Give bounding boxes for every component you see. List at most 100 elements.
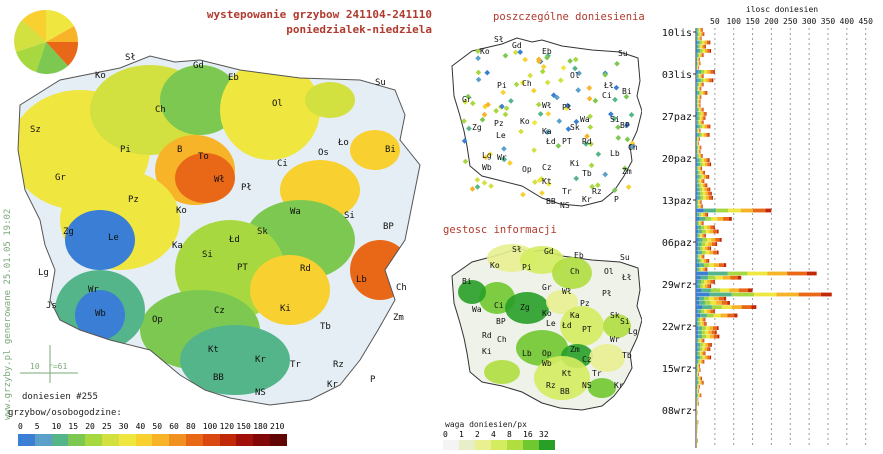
bar-segment bbox=[702, 154, 703, 158]
bar-segment bbox=[699, 86, 700, 91]
bar-segment bbox=[696, 95, 698, 99]
bar-segment bbox=[699, 347, 703, 351]
bar-segment bbox=[696, 166, 698, 171]
y-tick-label: 20paz bbox=[662, 154, 692, 165]
bar-segment bbox=[698, 233, 701, 238]
main-map-city-label: Ol bbox=[272, 99, 283, 109]
bar-segment bbox=[697, 78, 701, 83]
bar-segment bbox=[696, 57, 698, 62]
bar-segment bbox=[705, 112, 707, 116]
x-tick-label: 300 bbox=[802, 17, 817, 26]
bar-segment bbox=[709, 40, 711, 45]
bar-segment bbox=[696, 225, 698, 230]
bar-segment bbox=[696, 271, 709, 276]
bar-segment bbox=[706, 91, 708, 95]
bar-segment bbox=[700, 233, 702, 238]
y-tick-label: 03lis bbox=[662, 70, 692, 81]
y-tick-label: 27paz bbox=[662, 112, 692, 123]
density-legend-value: 8 bbox=[507, 430, 512, 439]
reports-map-city-label: Pi bbox=[497, 81, 507, 90]
report-dot bbox=[625, 184, 632, 190]
bar-segment bbox=[709, 246, 712, 251]
bar-segment bbox=[697, 162, 700, 167]
bar-segment bbox=[741, 305, 752, 309]
density-map-city-label: Su bbox=[620, 253, 630, 262]
bar-segment bbox=[715, 275, 723, 280]
main-map-city-label: Pz bbox=[128, 195, 139, 205]
main-map-city-label: Ka bbox=[172, 241, 183, 251]
bar-segment bbox=[697, 61, 698, 66]
bar-segment bbox=[697, 343, 701, 347]
bar-segment bbox=[698, 393, 700, 398]
reports-map-city-label: BP bbox=[620, 121, 630, 130]
bar-segment bbox=[701, 351, 704, 356]
bar-segment bbox=[698, 364, 700, 368]
density-map-city-label: Łł bbox=[621, 273, 632, 282]
bar-segment bbox=[699, 82, 701, 87]
bar-segment bbox=[698, 179, 700, 183]
bar-segment bbox=[696, 212, 698, 217]
report-dot bbox=[527, 72, 533, 79]
density-map-city-label: Wr bbox=[610, 335, 620, 344]
bar-segment bbox=[697, 61, 699, 66]
bar-segment bbox=[704, 49, 708, 53]
bar-segment bbox=[701, 133, 705, 137]
bar-segment bbox=[696, 246, 698, 251]
legend-swatch bbox=[152, 434, 170, 446]
bar-segment bbox=[703, 322, 706, 326]
page-title: wystepowanie grzybow 241104-241110 bbox=[206, 8, 432, 21]
density-legend-swatch bbox=[459, 440, 475, 450]
bar-segment bbox=[701, 107, 703, 112]
bar-segment bbox=[710, 280, 714, 284]
bar-segment bbox=[706, 124, 710, 129]
bar-segment bbox=[727, 301, 730, 305]
density-map-title: gestosc informacji bbox=[443, 224, 557, 236]
main-map-city-label: Kr bbox=[255, 355, 266, 365]
bar-segment bbox=[696, 238, 699, 242]
bar-segment bbox=[705, 322, 707, 326]
bar-segment bbox=[696, 82, 698, 87]
bar-segment bbox=[698, 364, 699, 368]
bar-segment bbox=[706, 78, 710, 83]
y-tick-label: 08wrz bbox=[662, 406, 692, 417]
bar-segment bbox=[701, 229, 706, 234]
bar-segment bbox=[707, 212, 709, 217]
bar-segment bbox=[702, 187, 705, 192]
main-map-city-label: Ki bbox=[280, 304, 291, 314]
bar-segment bbox=[701, 233, 704, 238]
bar-segment bbox=[702, 355, 705, 360]
bar-segment bbox=[696, 166, 697, 171]
bar-segment bbox=[703, 116, 705, 120]
main-map-city-label: Gr bbox=[55, 173, 66, 183]
bar-segment bbox=[698, 385, 699, 389]
legend-value: 210 bbox=[270, 422, 285, 431]
bar-segment bbox=[737, 275, 742, 280]
bar-segment bbox=[701, 175, 704, 179]
x-tick-label: 100 bbox=[726, 17, 741, 26]
bar-segment bbox=[696, 32, 697, 36]
bar-segment bbox=[704, 170, 706, 175]
bar-segment bbox=[696, 99, 698, 104]
bar-segment bbox=[696, 254, 697, 259]
bar-segment bbox=[696, 200, 697, 204]
main-map-city-label: Os bbox=[318, 148, 329, 158]
bar-segment bbox=[700, 53, 702, 57]
bar-segment bbox=[707, 355, 710, 360]
bar-segment bbox=[704, 347, 707, 351]
bar-segment bbox=[713, 313, 721, 318]
bar-segment bbox=[704, 133, 707, 137]
bar-segment bbox=[698, 368, 700, 372]
bar-segment bbox=[696, 259, 698, 263]
bar-segment bbox=[717, 217, 724, 221]
reports-map-city-label: Zg bbox=[472, 123, 482, 132]
reports-map-city-label: Op bbox=[522, 165, 532, 174]
bar-segment bbox=[713, 70, 715, 74]
bar-segment bbox=[698, 145, 700, 150]
bar-segment bbox=[700, 183, 703, 188]
bar-segment bbox=[699, 158, 702, 162]
bar-segment bbox=[701, 330, 705, 335]
bar-segment bbox=[701, 317, 704, 322]
density-map-city-label: Pł bbox=[602, 289, 612, 298]
bar-segment bbox=[697, 149, 699, 154]
bar-segment bbox=[708, 263, 714, 267]
